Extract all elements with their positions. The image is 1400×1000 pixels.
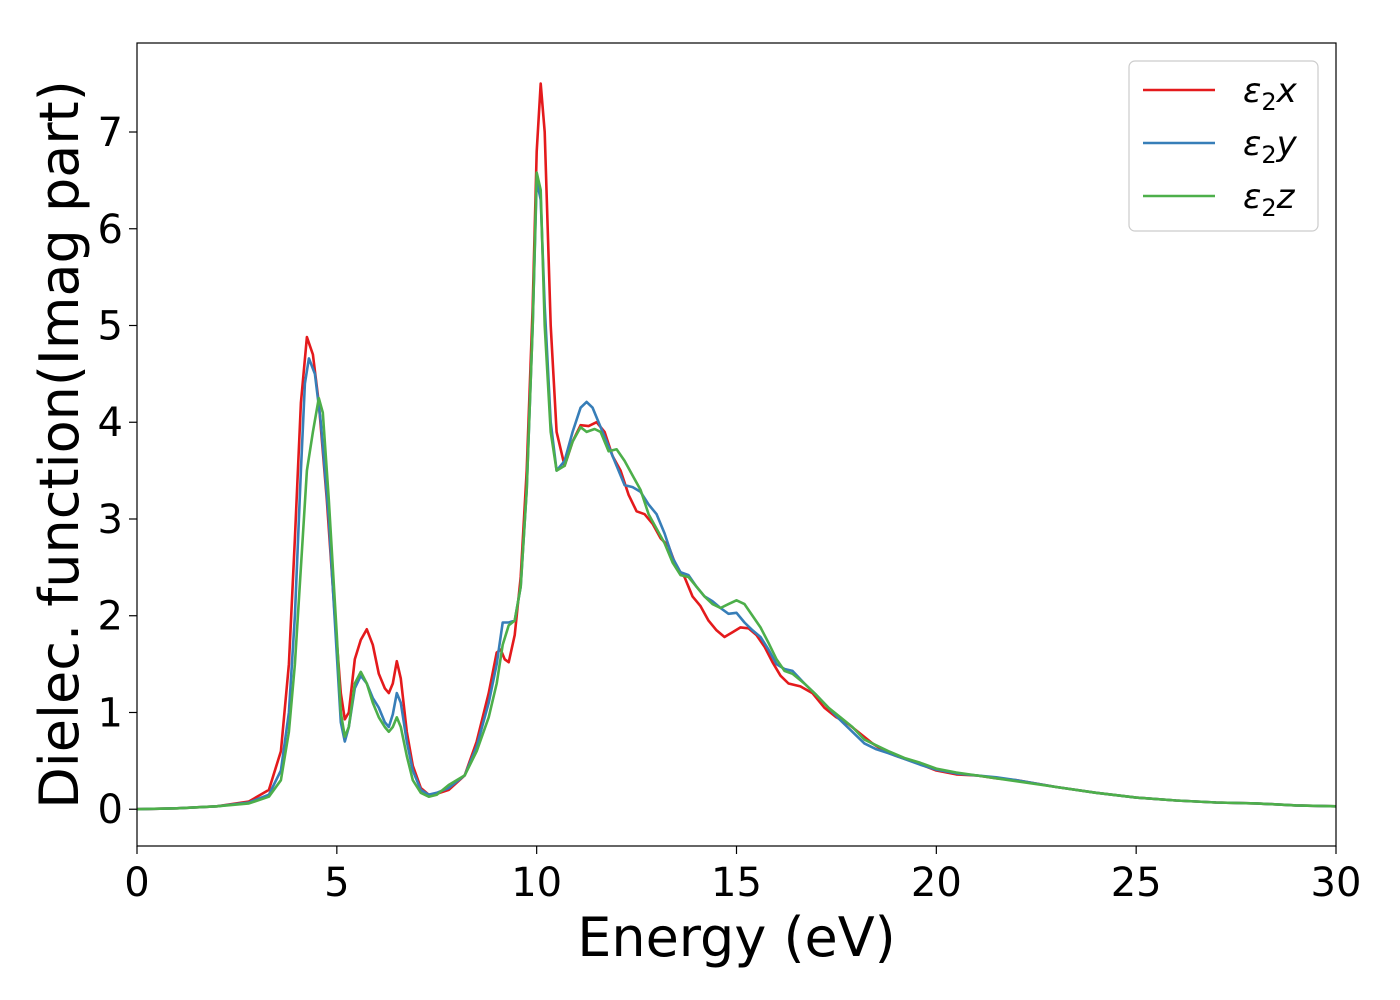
x-tick-label: 5: [324, 860, 349, 906]
y-axis-label: Dielec. function(Imag part): [28, 80, 91, 809]
legend-suffix: z: [1276, 177, 1296, 217]
legend-suffix: x: [1276, 71, 1298, 111]
y-tick-label: 6: [98, 207, 123, 253]
x-tick-label: 25: [1111, 860, 1162, 906]
x-tick-label: 10: [511, 860, 562, 906]
y-tick-label: 2: [98, 594, 123, 640]
legend-symbol: ε: [1243, 124, 1261, 164]
legend-label-x: ε2x: [1243, 71, 1298, 116]
legend-label-z: ε2z: [1243, 177, 1296, 222]
y-tick-label: 1: [98, 690, 123, 736]
legend-suffix: y: [1276, 124, 1298, 164]
legend-box: [1128, 60, 1319, 232]
x-tick-label: 15: [711, 860, 762, 906]
x-tick-label: 20: [911, 860, 962, 906]
y-tick-label: 4: [98, 400, 123, 446]
x-tick-label: 0: [124, 860, 149, 906]
y-tick-label: 7: [98, 110, 123, 156]
x-axis-label: Energy (eV): [577, 906, 896, 969]
y-tick-label: 3: [98, 497, 123, 543]
legend-label-y: ε2y: [1243, 124, 1298, 169]
legend-subscript: 2: [1261, 141, 1276, 169]
legend-subscript: 2: [1261, 194, 1276, 222]
legend-subscript: 2: [1261, 88, 1276, 116]
legend-symbol: ε: [1243, 177, 1261, 217]
y-tick-label: 0: [98, 787, 123, 833]
series-line-z: [136, 171, 1337, 811]
x-tick-label: 30: [1311, 860, 1362, 906]
series-line-y: [136, 179, 1337, 811]
x-axis-ticks: 0 5 10 15 20 25 30: [124, 846, 1361, 906]
series-layer: [136, 82, 1337, 811]
legend-symbol: ε: [1243, 71, 1261, 111]
y-tick-label: 5: [98, 304, 123, 350]
y-axis-ticks: 0 1 2 3 4 5 6 7: [98, 110, 137, 833]
